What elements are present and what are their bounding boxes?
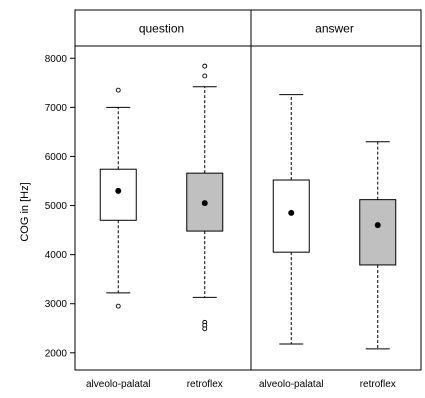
y-tick-label: 8000 (45, 54, 68, 65)
outlier-point (202, 63, 208, 69)
y-tick-label: 5000 (45, 201, 68, 212)
mean-point (374, 222, 381, 229)
y-tick-label: 4000 (45, 250, 68, 261)
box-alveolo-palatal: alveolo-palatal (86, 87, 151, 390)
y-tick-label: 7000 (45, 103, 68, 114)
outlier-point (202, 326, 208, 332)
panel-answer: answer alveolo-palatal retroflex (259, 22, 397, 390)
category-label: retroflex (187, 379, 223, 390)
panel-question: question alveolo-palatal retroflex (86, 22, 224, 390)
panel-title: answer (315, 22, 354, 36)
category-label: alveolo-palatal (86, 379, 151, 390)
mean-point (201, 200, 208, 207)
y-tick-label: 3000 (45, 299, 68, 310)
box-alveolo-palatal: alveolo-palatal (259, 94, 324, 390)
panel-title: question (139, 22, 184, 36)
y-tick-label: 2000 (45, 348, 68, 359)
box-iqr (359, 199, 397, 266)
mean-point (115, 187, 122, 194)
frame (74, 9, 422, 371)
y-axis-label: COG in [Hz] (19, 182, 31, 241)
mean-point (288, 209, 295, 216)
y-axis: 2000 3000 4000 5000 6000 7000 8000 (45, 54, 75, 359)
category-label: retroflex (360, 379, 396, 390)
box-retroflex: retroflex (186, 63, 224, 390)
outlier-point (202, 73, 208, 79)
category-label: alveolo-palatal (259, 379, 324, 390)
plot-frame (74, 9, 422, 371)
panels: question alveolo-palatal retroflex answer al… (74, 9, 422, 390)
outlier-point (115, 303, 121, 309)
box-retroflex: retroflex (359, 141, 397, 390)
outlier-point (115, 87, 121, 93)
box-iqr (99, 168, 137, 221)
box-iqr (272, 179, 310, 253)
y-tick-label: 6000 (45, 152, 68, 163)
